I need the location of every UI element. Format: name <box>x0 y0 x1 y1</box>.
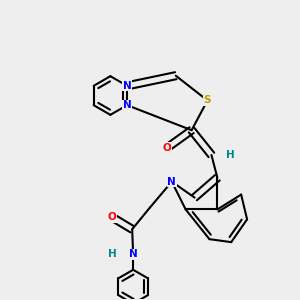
Text: N: N <box>167 177 176 187</box>
Text: N: N <box>123 81 131 91</box>
Text: H: H <box>226 150 235 160</box>
Text: N: N <box>129 249 137 259</box>
Text: S: S <box>204 95 211 106</box>
Text: O: O <box>108 212 117 222</box>
Text: H: H <box>108 249 117 259</box>
Text: N: N <box>123 100 131 110</box>
Text: N: N <box>123 100 131 110</box>
Text: O: O <box>163 143 171 153</box>
